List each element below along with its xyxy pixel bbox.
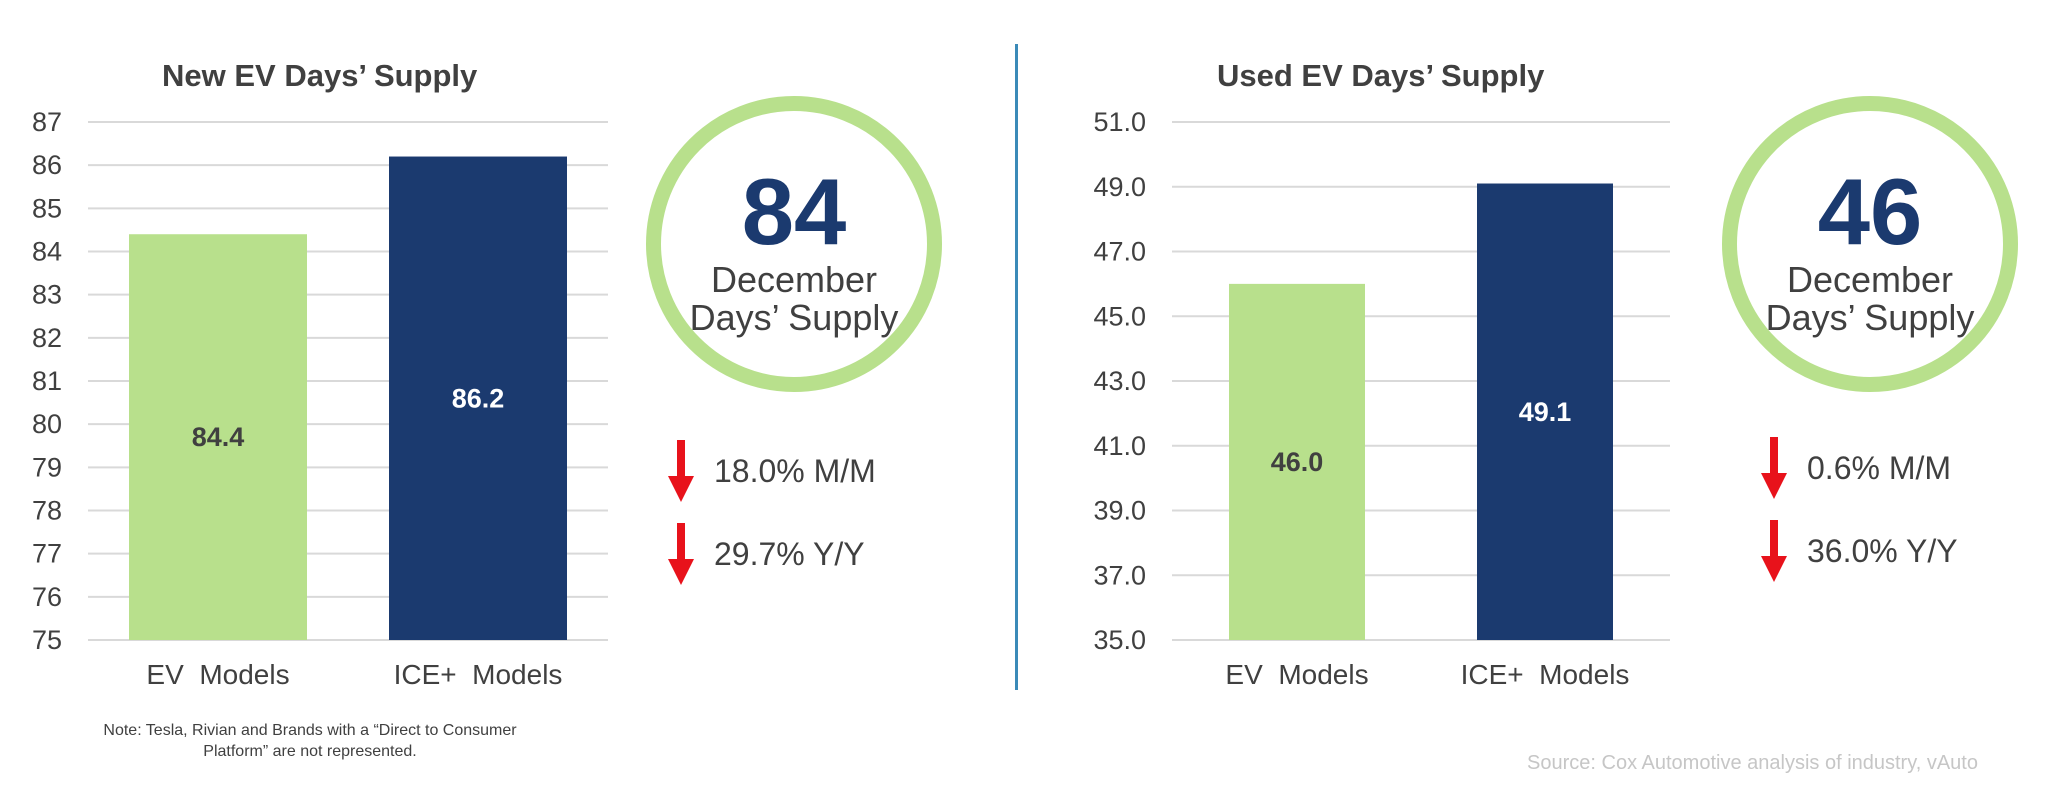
panel-divider (1015, 44, 1018, 690)
y-tick-label: 41.0 (1093, 431, 1146, 461)
new-ev-change-mm-text: 18.0% M/M (714, 452, 876, 489)
bar-value-label: 49.1 (1519, 397, 1572, 427)
source-credit: Source: Cox Automotive analysis of indus… (1527, 752, 1978, 774)
bar-value-label: 86.2 (452, 383, 505, 413)
bar-ice-models (1477, 183, 1613, 640)
new-ev-chart-title: New EV Days’ Supply (162, 58, 478, 93)
down-arrow-icon (1761, 437, 1787, 499)
y-tick-label: 47.0 (1093, 237, 1146, 267)
used-ev-summary-line2: Days’ Supply (1765, 297, 1975, 338)
y-tick-label: 78 (32, 496, 62, 526)
x-category-label: EV Models (146, 659, 289, 690)
y-tick-label: 77 (32, 539, 62, 569)
y-tick-label: 84 (32, 237, 62, 267)
new-ev-summary-line1: December (710, 259, 878, 300)
bar-value-label: 46.0 (1271, 447, 1324, 477)
y-tick-label: 81 (32, 366, 62, 396)
y-tick-label: 43.0 (1093, 366, 1146, 396)
y-tick-label: 87 (32, 107, 62, 137)
used-ev-change-yy: 36.0% Y/Y (1761, 520, 1958, 582)
new-ev-change-yy: 29.7% Y/Y (668, 523, 865, 585)
y-tick-label: 51.0 (1093, 107, 1146, 137)
new-ev-change-yy-text: 29.7% Y/Y (714, 535, 865, 572)
footnote: Note: Tesla, Rivian and Brands with a “D… (103, 722, 517, 760)
y-tick-label: 86 (32, 150, 62, 180)
y-tick-label: 79 (32, 452, 62, 482)
used-ev-summary-ring: 46 December Days’ Supply (1722, 96, 2018, 392)
used-ev-change-mm-text: 0.6% M/M (1807, 449, 1952, 486)
y-tick-label: 80 (32, 409, 62, 439)
new-ev-change-mm: 18.0% M/M (668, 440, 876, 502)
x-category-label: EV Models (1225, 659, 1368, 690)
y-tick-label: 45.0 (1093, 301, 1146, 331)
used-ev-summary-line1: December (1786, 259, 1954, 300)
used-ev-chart-title: Used EV Days’ Supply (1217, 58, 1545, 93)
y-tick-label: 82 (32, 323, 62, 353)
x-category-label: ICE+ Models (394, 659, 563, 690)
used-ev-change-mm: 0.6% M/M (1761, 437, 1951, 499)
y-tick-label: 39.0 (1093, 496, 1146, 526)
x-category-label: ICE+ Models (1461, 659, 1630, 690)
bar-value-label: 84.4 (192, 422, 245, 452)
bar-ev-models (1229, 283, 1365, 640)
y-tick-label: 37.0 (1093, 560, 1146, 590)
bar-ice-models (389, 156, 567, 641)
y-tick-label: 76 (32, 582, 62, 612)
down-arrow-icon (668, 523, 694, 585)
used-ev-summary-value: 46 (1817, 159, 1923, 264)
new-ev-summary-line2: Days’ Supply (689, 297, 899, 338)
y-tick-label: 49.0 (1093, 172, 1146, 202)
y-tick-label: 85 (32, 193, 62, 223)
y-tick-label: 35.0 (1093, 625, 1146, 655)
y-tick-label: 83 (32, 280, 62, 310)
new-ev-summary-value: 84 (741, 159, 847, 264)
bar-ev-models (129, 234, 307, 640)
down-arrow-icon (1761, 520, 1787, 582)
used-ev-change-yy-text: 36.0% Y/Y (1807, 532, 1958, 569)
down-arrow-icon (668, 440, 694, 502)
y-tick-label: 75 (32, 625, 62, 655)
